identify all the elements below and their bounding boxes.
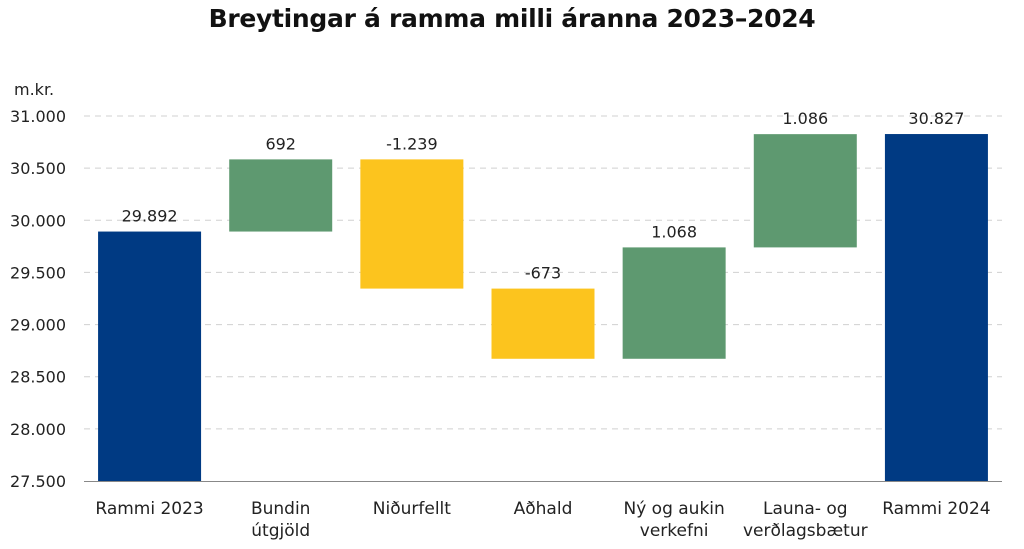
bar-decrease: [491, 288, 595, 359]
bar-decrease: [360, 159, 464, 289]
category-label: Niðurfellt: [373, 499, 451, 519]
data-label: 692: [265, 134, 296, 153]
y-tick-label: 29.500: [10, 263, 66, 282]
bar-increase: [622, 247, 726, 359]
y-tick-label: 28.500: [10, 368, 66, 387]
category-label: Aðhald: [514, 499, 573, 519]
category-label: Rammi 2023: [95, 499, 203, 519]
y-tick-label: 28.000: [10, 420, 66, 439]
data-label: 1.068: [651, 222, 697, 241]
bar-total: [98, 231, 202, 481]
bar-increase: [753, 134, 857, 248]
data-label: -1.239: [386, 134, 438, 153]
chart-title: Breytingar á ramma milli áranna 2023–202…: [208, 4, 816, 33]
bar-layer: [98, 134, 988, 481]
y-tick-label: 31.000: [10, 107, 66, 126]
category-label: verðlagsbætur: [743, 521, 868, 541]
axis-layer: m.kr. 27.500 28.000 28.500 29.000 29.500 30.00…: [10, 80, 1002, 541]
y-tick-label: 30.500: [10, 159, 66, 178]
category-label: Bundin: [251, 499, 311, 519]
category-label: Rammi 2024: [882, 499, 990, 519]
label-layer: 29.892 692 -1.239 -673 1.068 1.086 30.827: [122, 109, 965, 283]
bar-total: [884, 134, 988, 481]
category-label: Ný og aukin: [623, 499, 724, 519]
y-axis-unit-label: m.kr.: [14, 80, 54, 99]
data-label: 30.827: [908, 109, 964, 128]
data-label: 1.086: [782, 109, 828, 128]
category-label: Launa- og: [763, 499, 848, 519]
category-label: verkefni: [640, 521, 709, 541]
data-label: 29.892: [122, 207, 178, 226]
y-tick-label: 29.000: [10, 316, 66, 335]
data-label: -673: [525, 264, 561, 283]
y-tick-label: 30.000: [10, 211, 66, 230]
y-tick-label: 27.500: [10, 472, 66, 491]
category-label: útgjöld: [251, 521, 310, 541]
bar-increase: [229, 159, 333, 232]
